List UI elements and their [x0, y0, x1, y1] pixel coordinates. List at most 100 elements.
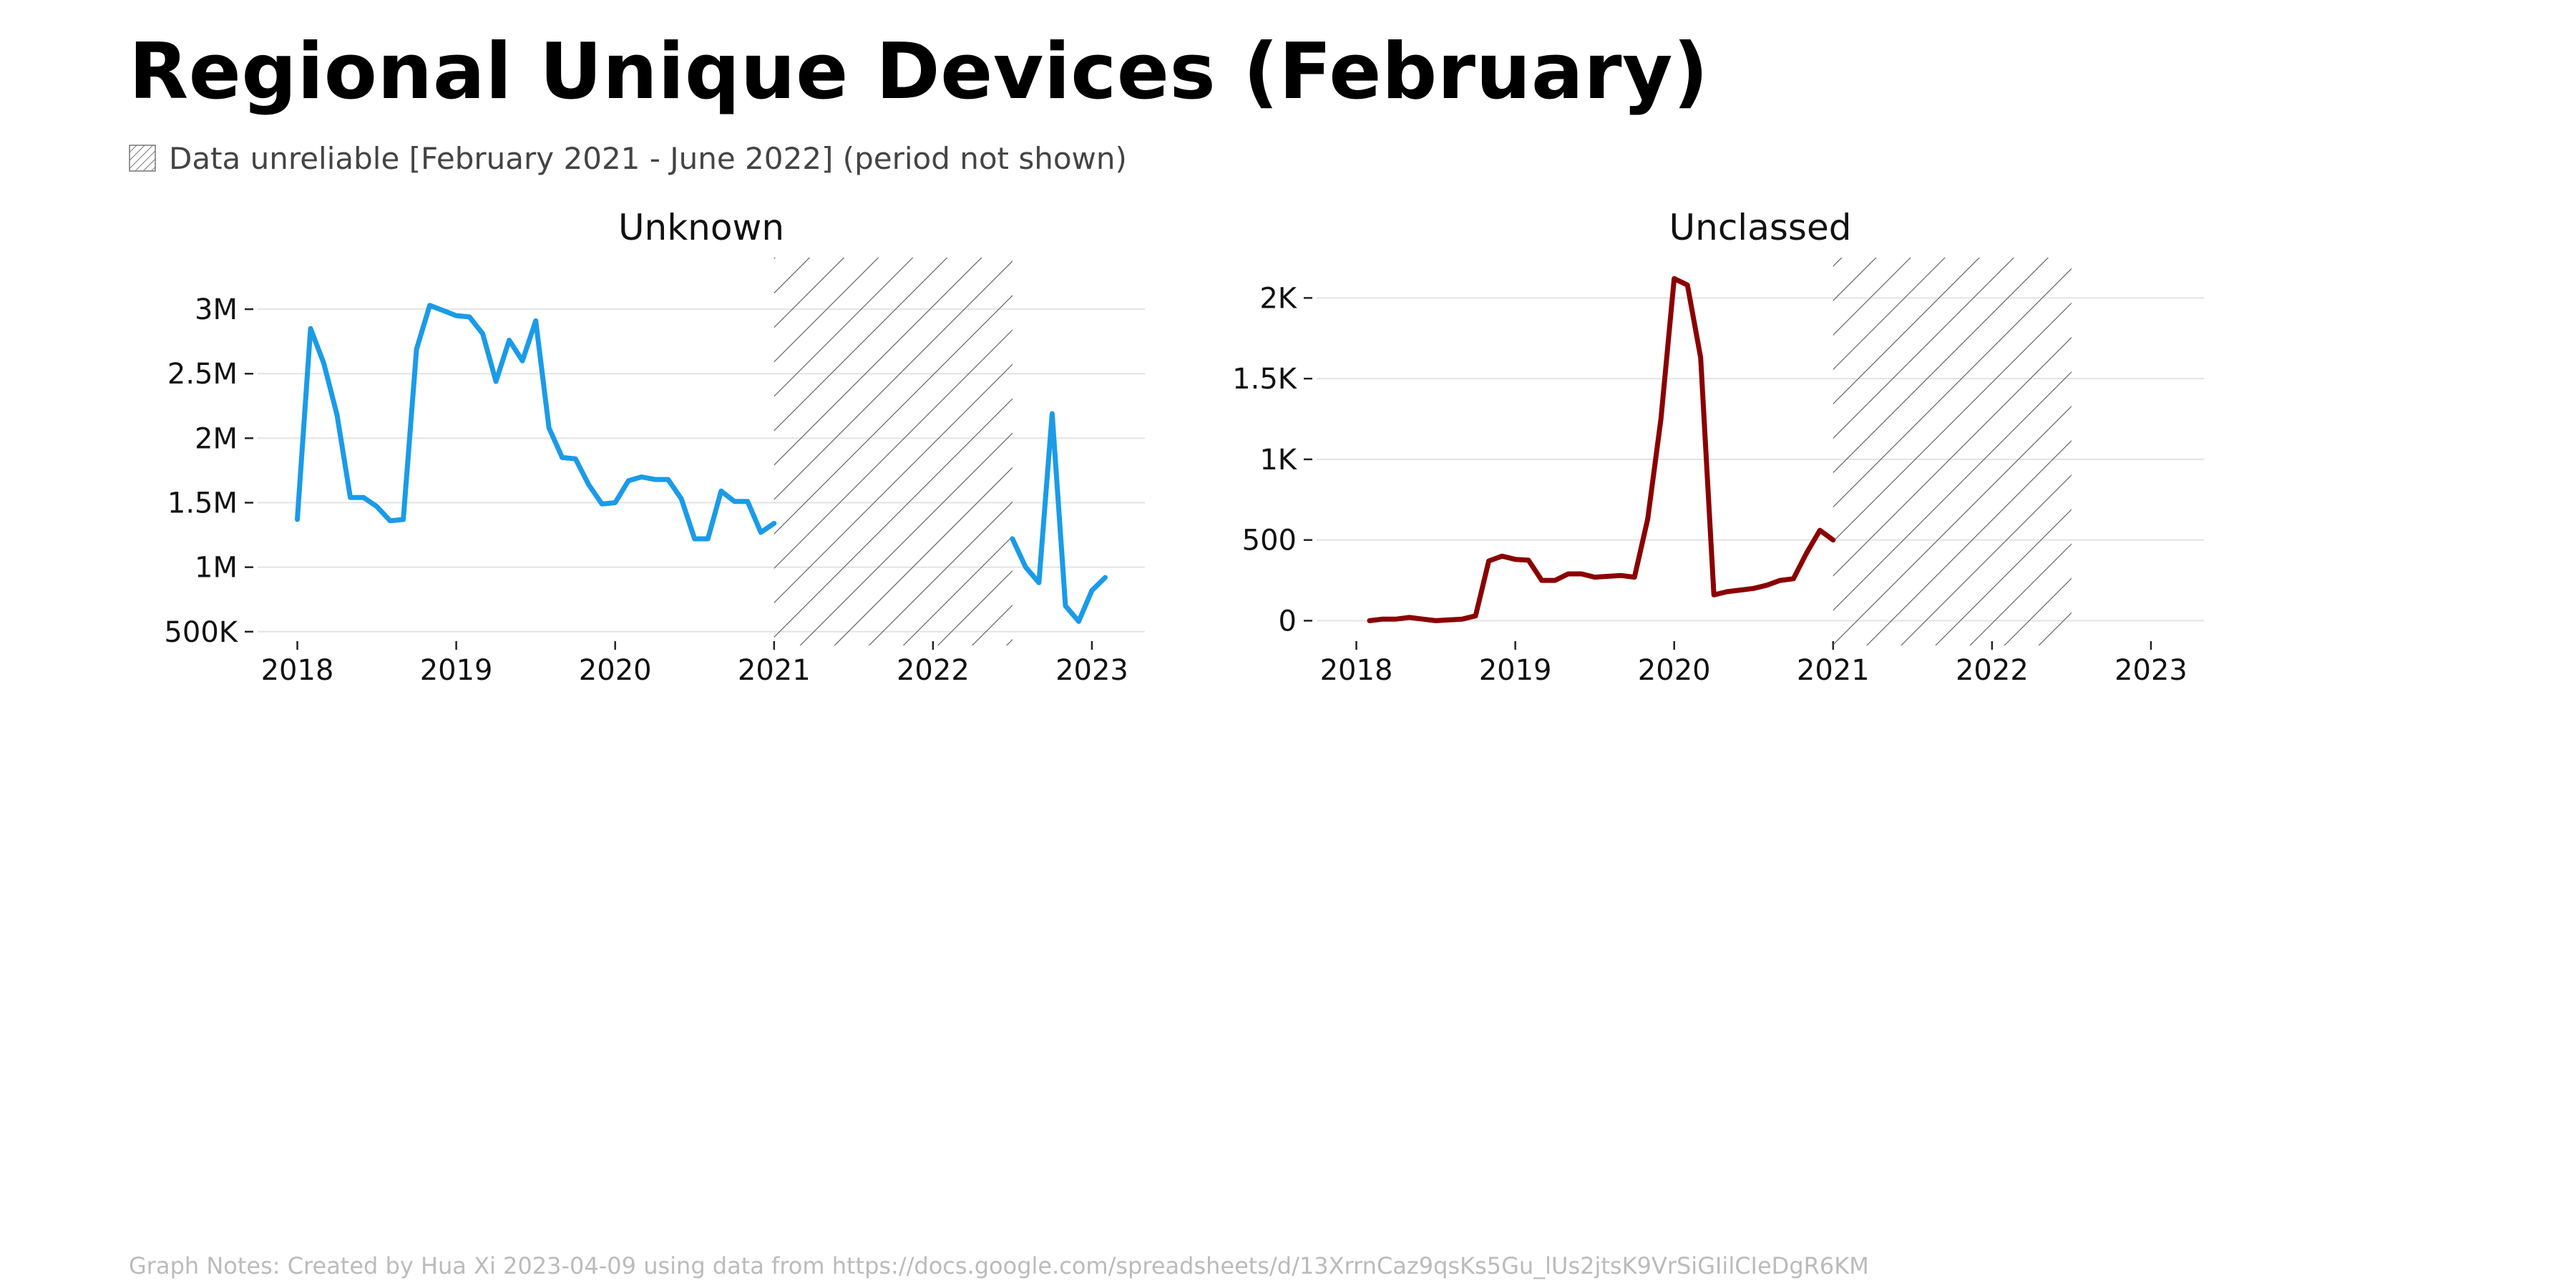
- data-point: [560, 455, 565, 459]
- data-point: [1023, 565, 1028, 570]
- data-point: [1752, 586, 1756, 590]
- x-tick-label: 2019: [420, 654, 493, 687]
- data-point: [706, 537, 710, 541]
- chart-panel-unclassed: Unclassed 0 500 1K 1.5K 2K 2018 2019 2020 2021 202…: [1232, 207, 2204, 687]
- data-point: [494, 379, 498, 384]
- data-point: [1593, 575, 1597, 580]
- data-point: [1367, 618, 1372, 623]
- data-point: [1077, 619, 1080, 623]
- y-tick-label: 500: [1242, 525, 1297, 557]
- data-point: [600, 502, 604, 506]
- legend-label: Data unreliable [February 2021 - June 20…: [169, 140, 1127, 176]
- data-point: [626, 479, 630, 483]
- data-point: [1606, 574, 1610, 578]
- data-point: [587, 482, 591, 487]
- data-point: [534, 318, 538, 323]
- y-tick-label: 1M: [195, 552, 238, 585]
- data-point: [296, 517, 299, 522]
- y-tick-label: 0: [1279, 605, 1297, 638]
- data-point: [666, 477, 670, 482]
- data-point: [547, 426, 551, 430]
- data-point: [613, 501, 618, 504]
- data-point: [1831, 538, 1835, 542]
- data-point: [1632, 575, 1636, 580]
- data-point: [1447, 618, 1451, 622]
- x-tick-label: 2018: [261, 654, 334, 687]
- page-title: Regional Unique Devices (February): [129, 27, 1709, 117]
- series-line-unclassed-0: [1367, 275, 1836, 623]
- chart-title-unknown: Unknown: [618, 207, 784, 248]
- data-point: [1659, 417, 1663, 421]
- data-point: [1487, 559, 1491, 563]
- data-point: [1381, 617, 1385, 621]
- chart-panel-unknown: Unknown 500K 1M 1.5M 2M 2.5M 3M 2018 2019 2020 202…: [164, 207, 1145, 687]
- data-point: [1646, 517, 1650, 521]
- data-point: [322, 361, 326, 366]
- data-point: [441, 308, 445, 313]
- data-point: [348, 495, 353, 499]
- unreliable-period-band: [1833, 258, 2072, 645]
- legend: Data unreliable [February 2021 - June 20…: [129, 140, 1127, 176]
- series-line-unknown-0: [295, 303, 777, 542]
- data-point: [1712, 592, 1716, 597]
- data-point: [401, 517, 406, 522]
- data-point: [1553, 578, 1557, 582]
- graph-notes: Graph Notes: Created by Hua Xi 2023-04-0…: [129, 1252, 1869, 1279]
- data-point: [1778, 578, 1782, 582]
- data-point: [1672, 276, 1677, 280]
- data-point: [573, 457, 577, 461]
- data-point: [719, 489, 723, 493]
- data-point: [335, 413, 339, 417]
- x-tick-label: 2020: [579, 654, 652, 687]
- unreliable-period-band: [774, 258, 1013, 645]
- data-point: [1050, 411, 1054, 416]
- y-tick-label: 500K: [164, 616, 238, 649]
- data-point: [1063, 604, 1068, 608]
- data-point: [1513, 557, 1518, 562]
- data-point: [693, 537, 697, 541]
- data-point: [388, 519, 392, 523]
- data-point: [1818, 528, 1822, 532]
- data-point: [1765, 583, 1769, 587]
- data-point: [375, 504, 379, 509]
- data-point: [1805, 551, 1809, 555]
- x-tick-label: 2018: [1320, 654, 1393, 687]
- x-tick-label: 2023: [1055, 654, 1128, 687]
- charts-area: Unknown 500K 1M 1.5M 2M 2.5M 3M 2018 2019 2020 202…: [164, 207, 2204, 687]
- x-tick-label: 2021: [738, 654, 811, 687]
- x-tick-label: 2022: [897, 654, 970, 687]
- data-point: [1526, 558, 1531, 562]
- data-point: [1738, 588, 1742, 592]
- data-point: [520, 358, 525, 363]
- data-point: [454, 313, 459, 318]
- data-point: [1540, 578, 1544, 582]
- series-line-unknown-1: [1010, 411, 1108, 624]
- data-point: [1420, 617, 1425, 621]
- data-point: [481, 331, 485, 336]
- data-point: [1103, 575, 1107, 580]
- data-point: [1791, 577, 1795, 581]
- data-point: [1699, 356, 1703, 360]
- data-point: [1566, 572, 1571, 576]
- data-point: [1010, 537, 1015, 541]
- data-point: [1500, 554, 1504, 558]
- data-point: [1460, 617, 1465, 621]
- data-point: [1407, 615, 1412, 620]
- x-tick-label: 2023: [2114, 654, 2187, 687]
- data-point: [1394, 617, 1398, 621]
- y-tick-label: 2K: [1259, 282, 1297, 315]
- x-tick-label: 2022: [1956, 654, 2029, 687]
- x-tick-label: 2021: [1797, 654, 1870, 687]
- data-point: [1434, 618, 1438, 623]
- y-tick-label: 1.5M: [167, 487, 238, 520]
- data-point: [1037, 580, 1041, 585]
- data-point: [507, 338, 512, 342]
- data-point: [1619, 573, 1624, 577]
- y-tick-label: 1.5K: [1232, 363, 1298, 396]
- y-tick-label: 2M: [195, 422, 238, 455]
- data-point: [640, 475, 644, 479]
- data-point: [1473, 614, 1478, 618]
- x-tick-label: 2019: [1479, 654, 1552, 687]
- y-tick-label: 3M: [195, 293, 238, 326]
- data-point: [467, 315, 472, 319]
